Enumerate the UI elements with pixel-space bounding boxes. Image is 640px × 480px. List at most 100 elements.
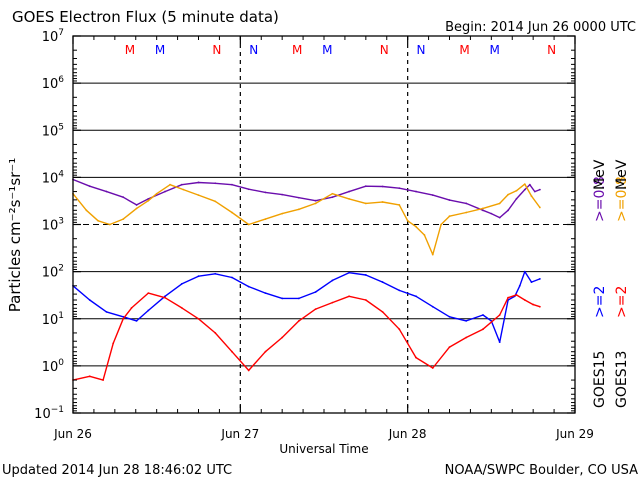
- series-line-0: [72, 178, 541, 219]
- series-point-2: [214, 272, 217, 275]
- series-point-0: [264, 191, 267, 194]
- series-point-2: [538, 278, 541, 280]
- series-point-1: [482, 207, 484, 210]
- series-point-2: [381, 281, 384, 283]
- series-point-0: [214, 182, 217, 185]
- series-point-0: [135, 204, 138, 206]
- series-point-1: [281, 212, 284, 215]
- series-point-2: [331, 279, 334, 282]
- series-point-1: [398, 204, 401, 206]
- chart-title: GOES Electron Flux (5 minute data): [12, 8, 279, 26]
- series-point-1: [431, 253, 434, 256]
- series-point-2: [264, 292, 267, 295]
- series-point-2: [523, 270, 526, 273]
- series-point-3: [482, 328, 484, 331]
- series-point-0: [281, 193, 284, 196]
- series-point-0: [507, 209, 509, 212]
- series-point-3: [314, 308, 317, 311]
- series-point-1: [538, 206, 541, 209]
- series-point-3: [231, 350, 233, 353]
- series-point-1: [381, 201, 384, 203]
- series-point-3: [264, 350, 267, 353]
- series-point-2: [431, 305, 434, 308]
- x-axis-label: Universal Time: [279, 442, 368, 456]
- x-tick-label: Jun 29: [555, 427, 594, 441]
- series-point-2: [88, 299, 91, 301]
- series-point-2: [415, 295, 417, 298]
- y-tick-label: 105: [42, 122, 64, 139]
- series-point-1: [348, 197, 350, 200]
- series-point-1: [147, 199, 150, 202]
- series-point-3: [523, 299, 526, 301]
- series-point-0: [314, 199, 317, 202]
- series-point-3: [247, 369, 250, 372]
- series-point-1: [331, 192, 334, 195]
- series-point-2: [498, 341, 501, 343]
- legend-goes13: GOES13: [614, 351, 630, 408]
- series-point-0: [528, 183, 531, 186]
- series-point-3: [197, 317, 200, 320]
- data-series: [72, 178, 541, 381]
- series-point-1: [182, 188, 185, 191]
- series-point-1: [415, 225, 417, 228]
- legend-goes13-ge08: >=0.8: [614, 176, 630, 222]
- series-point-2: [398, 289, 401, 292]
- series-point-3: [538, 305, 541, 308]
- series-point-2: [448, 315, 451, 318]
- series-point-0: [298, 196, 300, 199]
- series-point-3: [122, 317, 125, 320]
- series-point-3: [112, 342, 115, 345]
- series-point-0: [482, 209, 484, 212]
- series-point-0: [331, 196, 334, 199]
- series-point-1: [231, 211, 233, 214]
- legend-goes13-ge2: >=2: [614, 286, 630, 318]
- footer-credit: NOAA/SWPC Boulder, CO USA: [445, 463, 638, 478]
- series-point-1: [523, 183, 526, 185]
- right-legend: GOES15 GOES13 >=2 >=2 >=0.8 >=0.8 MeV Me…: [592, 159, 630, 408]
- series-point-2: [231, 276, 233, 279]
- legend-goes15-ge2: >=2: [592, 286, 608, 318]
- y-axis-ticks: 107 106 105 104 103 102 101 100 10−1: [34, 28, 575, 422]
- begin-label: Begin: 2014 Jun 26 0000 UTC: [445, 20, 636, 35]
- marker-m: M: [322, 43, 332, 57]
- x-tick-label: Jun 27: [220, 427, 259, 441]
- y-tick-label: 107: [42, 28, 64, 45]
- series-point-3: [398, 328, 401, 331]
- y-tick-label: 103: [42, 217, 64, 234]
- marker-n: N: [547, 43, 556, 57]
- series-point-1: [423, 234, 426, 236]
- series-point-3: [431, 367, 434, 369]
- series-point-0: [465, 202, 468, 205]
- series-point-2: [147, 309, 150, 312]
- series-point-3: [180, 306, 183, 309]
- y-tick-label: 106: [42, 75, 65, 92]
- series-point-0: [180, 183, 183, 186]
- marker-n: N: [212, 43, 221, 57]
- series-point-0: [431, 194, 434, 197]
- series-point-3: [507, 296, 509, 299]
- y-tick-label: 101: [42, 311, 64, 328]
- series-point-0: [415, 190, 417, 193]
- series-point-1: [507, 193, 509, 196]
- series-point-2: [518, 284, 521, 287]
- series-point-1: [108, 223, 111, 226]
- series-point-0: [348, 190, 350, 193]
- series-point-3: [415, 356, 417, 359]
- series-point-3: [498, 314, 501, 316]
- series-point-1: [515, 189, 518, 192]
- series-point-3: [130, 306, 133, 309]
- series-point-3: [88, 375, 91, 378]
- series-point-3: [515, 294, 518, 296]
- series-point-1: [465, 211, 468, 214]
- marker-m: M: [292, 43, 302, 57]
- series-point-0: [164, 190, 166, 193]
- series-point-1: [448, 215, 451, 218]
- series-point-1: [214, 200, 217, 203]
- series-point-0: [364, 185, 367, 188]
- series-point-2: [482, 314, 484, 316]
- series-point-3: [281, 336, 284, 339]
- series-line-2: [72, 270, 541, 343]
- series-point-3: [298, 320, 300, 322]
- series-point-3: [147, 292, 150, 295]
